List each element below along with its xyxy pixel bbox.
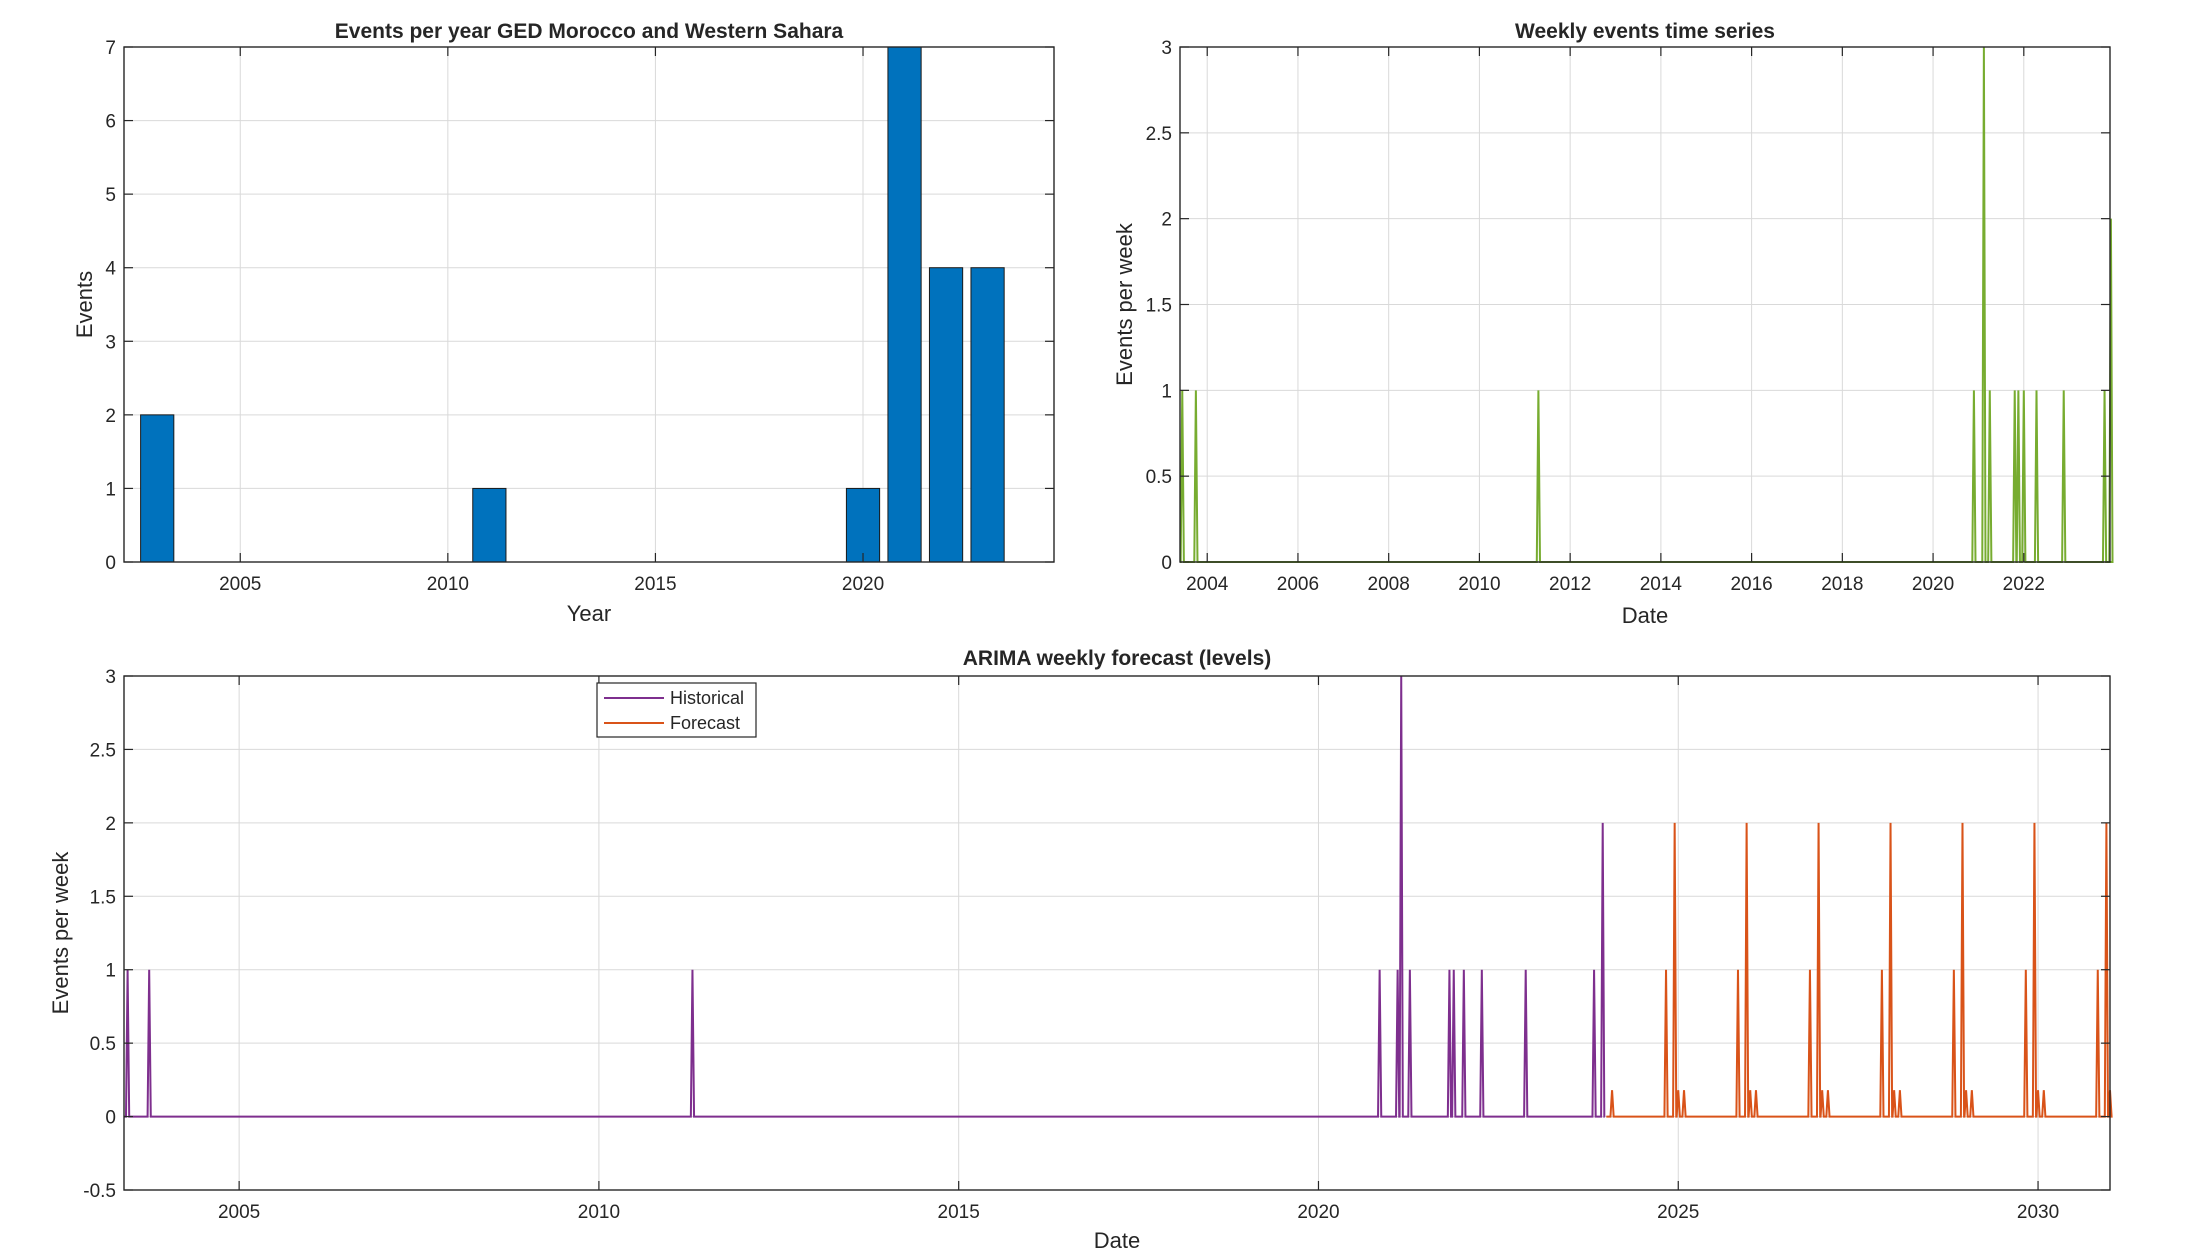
y-axis-label: Events per week xyxy=(1112,222,1137,386)
tick-labels: 2005 2010 2015 2020 2025 2030 -0.5 0 0.5 1 1.5 2 2.5… xyxy=(83,667,2059,1223)
y-tick-label: 0 xyxy=(105,1108,116,1129)
x-tick-label: 2004 xyxy=(1186,574,1229,595)
y-axis-label: Events xyxy=(72,271,97,338)
tick-labels: 2004 2006 2008 2010 2012 2014 2016 2018 2020 2022… xyxy=(1146,38,2045,595)
chart-title: Weekly events time series xyxy=(1515,20,1775,43)
x-tick-label: 2025 xyxy=(1657,1202,1699,1223)
bar-2021 xyxy=(887,46,922,563)
plot-area-bg xyxy=(124,676,2110,1190)
y-axis-label: Events per week xyxy=(48,851,73,1015)
y-tick-label: 1 xyxy=(105,479,116,500)
x-tick-label: 2005 xyxy=(219,574,261,595)
y-tick-label: 5 xyxy=(105,185,116,206)
x-tick-label: 2010 xyxy=(578,1202,620,1223)
x-tick-label: 2016 xyxy=(1730,574,1772,595)
y-tick-label: 3 xyxy=(105,332,116,353)
chart-title: ARIMA weekly forecast (levels) xyxy=(963,647,1272,670)
y-tick-label: 1 xyxy=(105,961,116,982)
plot-frame xyxy=(123,675,2111,1191)
x-tick-label: 2015 xyxy=(938,1202,980,1223)
legend: Historical Forecast xyxy=(596,682,757,738)
tick-marks xyxy=(124,46,1054,563)
x-tick-label: 2020 xyxy=(1297,1202,1339,1223)
y-tick-label: 2 xyxy=(105,406,116,427)
x-tick-label: 2005 xyxy=(218,1202,260,1223)
y-tick-label: 7 xyxy=(105,38,116,59)
y-tick-label: 3 xyxy=(1161,38,1172,59)
y-tick-label: 2 xyxy=(1161,210,1172,231)
y-tick-label: 2.5 xyxy=(1146,124,1172,145)
x-tick-label: 2030 xyxy=(2017,1202,2059,1223)
x-axis-label: Date xyxy=(1094,1228,1140,1250)
y-tick-label: 1.5 xyxy=(90,887,116,908)
x-axis-label: Date xyxy=(1622,603,1668,628)
x-tick-label: 2018 xyxy=(1821,574,1863,595)
x-tick-label: 2006 xyxy=(1277,574,1319,595)
series-line-historical xyxy=(124,675,1606,1118)
series-line-forecast xyxy=(1606,822,2113,1118)
bar-2003 xyxy=(140,414,175,563)
bar-2022 xyxy=(928,267,964,563)
legend-label-forecast: Forecast xyxy=(670,713,740,733)
y-tick-label: 0.5 xyxy=(1146,467,1172,488)
y-tick-label: 2 xyxy=(105,814,116,835)
x-tick-label: 2010 xyxy=(1458,574,1500,595)
x-tick-label: 2015 xyxy=(634,574,676,595)
y-tick-label: 6 xyxy=(105,112,116,133)
y-tick-label: 1.5 xyxy=(1146,296,1172,317)
x-tick-label: 2022 xyxy=(2003,574,2045,595)
tick-marks xyxy=(124,675,2110,1191)
chart-events-per-year: 2005 2010 2015 2020 0 1 2 3 4 5 6 7 Events per year… xyxy=(72,20,1055,626)
y-tick-label: 1 xyxy=(1161,381,1172,402)
y-tick-label: 0.5 xyxy=(90,1034,116,1055)
x-tick-label: 2012 xyxy=(1549,574,1591,595)
y-tick-label: 4 xyxy=(105,259,116,280)
x-tick-label: 2008 xyxy=(1368,574,1410,595)
y-tick-label: 0 xyxy=(105,553,116,574)
bar-2020 xyxy=(845,487,881,563)
chart-arima-forecast: 2005 2010 2015 2020 2025 2030 -0.5 0 0.5 1 1.5 2 2.5… xyxy=(48,647,2113,1250)
bar-2011 xyxy=(472,487,507,563)
plot-frame xyxy=(123,46,1055,563)
y-tick-label: 0 xyxy=(1161,553,1172,574)
x-axis-label: Year xyxy=(567,601,611,626)
x-tick-label: 2010 xyxy=(427,574,469,595)
y-tick-label: 3 xyxy=(105,667,116,688)
x-tick-label: 2020 xyxy=(1912,574,1954,595)
y-tick-label: 2.5 xyxy=(90,740,116,761)
series-lines xyxy=(124,675,2113,1118)
legend-label-historical: Historical xyxy=(670,688,744,708)
bar-2023 xyxy=(970,267,1005,563)
legend-box xyxy=(596,682,757,738)
bars xyxy=(140,46,1005,563)
chart-title: Events per year GED Morocco and Western … xyxy=(335,20,844,43)
x-tick-label: 2020 xyxy=(842,574,884,595)
x-tick-label: 2014 xyxy=(1640,574,1683,595)
y-tick-label: -0.5 xyxy=(83,1181,116,1202)
tick-labels: 2005 2010 2015 2020 0 1 2 3 4 5 6 7 xyxy=(105,38,884,595)
chart-weekly-events: 2004 2006 2008 2010 2012 2014 2016 2018 2020 2022… xyxy=(1112,20,2114,628)
tick-marks xyxy=(1180,46,2110,563)
